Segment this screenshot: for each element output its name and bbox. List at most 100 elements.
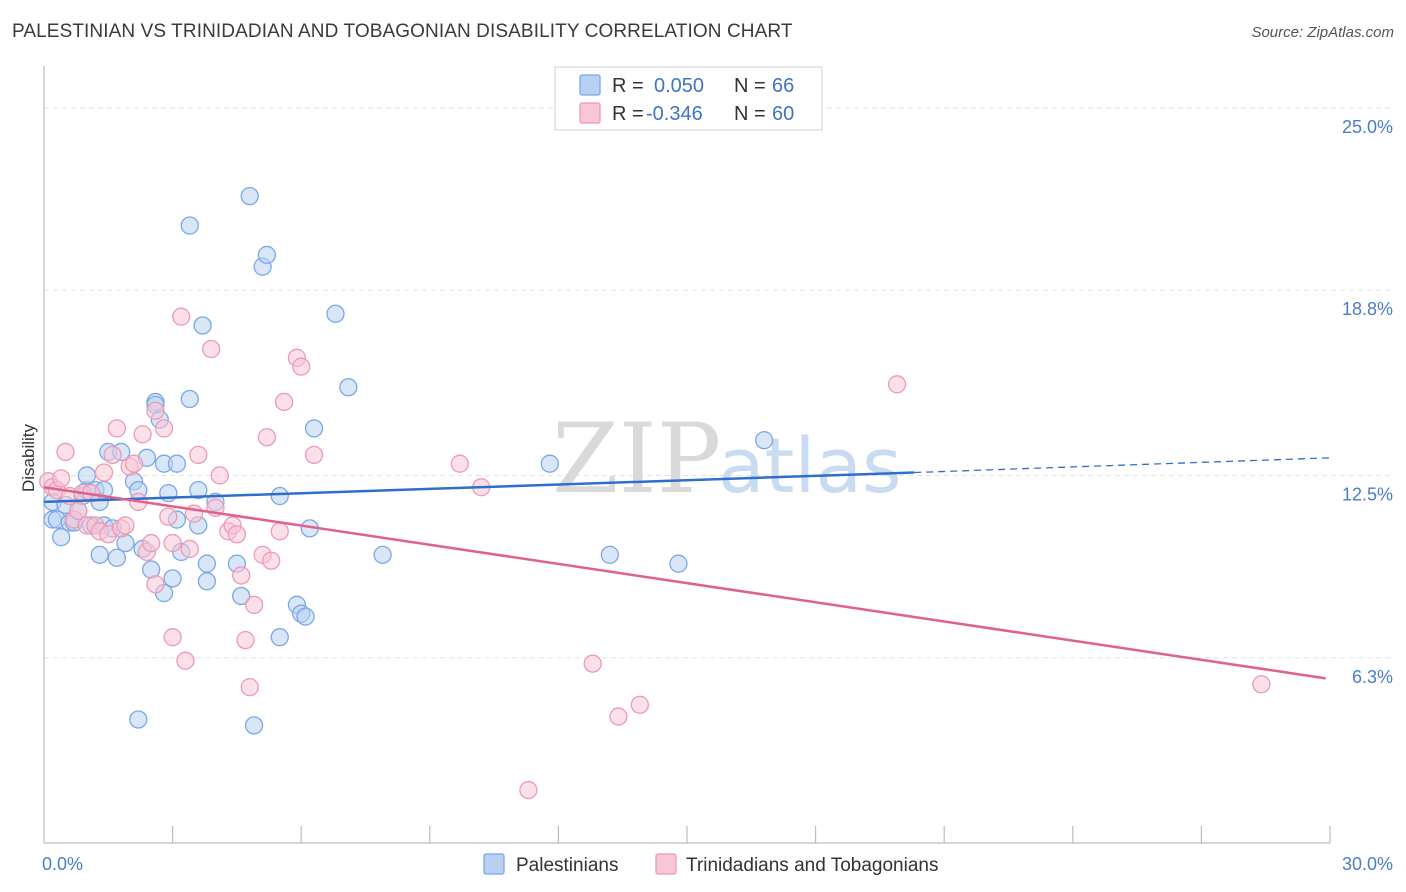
point-trinidadians xyxy=(304,445,324,465)
point-trinidadians xyxy=(236,630,255,650)
legend-r-value-trinidadians: -0.346 xyxy=(646,103,703,125)
point-trinidadians xyxy=(189,445,208,465)
point-trinidadians xyxy=(180,539,199,559)
point-palestinians xyxy=(193,316,212,335)
point-palestinians xyxy=(540,454,559,473)
legend-r-label: R = xyxy=(612,103,644,125)
point-trinidadians xyxy=(172,307,191,326)
point-trinidadians xyxy=(107,419,127,438)
point-trinidadians xyxy=(56,442,75,462)
y-axis-label: Disability xyxy=(19,423,38,492)
x-tick-label: 0.0% xyxy=(42,854,83,874)
bottom-legend-swatch-trinidadians xyxy=(655,853,677,875)
point-palestinians xyxy=(197,554,217,573)
legend-n-label: N = xyxy=(734,75,766,97)
trend-line-palestinians-extension xyxy=(914,457,1331,474)
point-trinidadians xyxy=(176,651,195,670)
point-trinidadians xyxy=(146,401,165,420)
y-tick-label: 12.5% xyxy=(1342,484,1393,504)
point-trinidadians xyxy=(159,507,178,526)
point-palestinians xyxy=(755,431,774,450)
point-palestinians xyxy=(232,586,251,606)
legend-n-value-palestinians: 66 xyxy=(772,75,794,97)
watermark: ZIP atlas xyxy=(552,403,902,515)
point-palestinians xyxy=(197,572,217,591)
point-palestinians xyxy=(240,186,259,206)
point-trinidadians xyxy=(69,501,88,520)
y-tick-label: 6.3% xyxy=(1352,667,1393,687)
point-palestinians xyxy=(180,216,199,235)
data-points xyxy=(39,186,1271,800)
point-trinidadians xyxy=(232,566,251,585)
watermark-atlas: atlas xyxy=(718,421,902,510)
legend-n-label: N = xyxy=(734,103,766,125)
bottom-legend-palestinians: Palestinians xyxy=(516,855,618,876)
legend-r-label: R = xyxy=(612,75,644,97)
point-trinidadians xyxy=(210,466,229,485)
point-trinidadians xyxy=(450,454,469,473)
point-trinidadians xyxy=(292,357,311,376)
point-palestinians xyxy=(163,569,182,588)
axes xyxy=(43,66,1331,844)
legend-swatch-trinidadians xyxy=(579,102,601,124)
point-trinidadians xyxy=(274,392,294,412)
chart-title: PALESTINIAN VS TRINIDADIAN AND TOBAGONIA… xyxy=(12,21,793,42)
point-trinidadians xyxy=(244,595,264,614)
point-palestinians xyxy=(669,554,688,573)
point-palestinians xyxy=(326,304,345,323)
bottom-legend-trinidadians: Trinidadians and Tobagonians xyxy=(686,855,938,876)
bottom-legend-swatch-palestinians xyxy=(483,853,505,875)
point-palestinians xyxy=(373,545,392,564)
trend-line-trinidadians xyxy=(43,485,1326,680)
point-trinidadians xyxy=(163,533,182,553)
point-palestinians xyxy=(600,545,619,564)
legend: R = 0.050 N = 66 R = -0.346 N = 60 xyxy=(554,66,823,131)
point-trinidadians xyxy=(257,428,277,447)
point-palestinians xyxy=(296,607,315,626)
point-palestinians xyxy=(167,454,187,473)
bottom-legend: Palestinians Trinidadians and Tobagonian… xyxy=(483,853,938,876)
point-trinidadians xyxy=(154,419,174,438)
y-tick-label: 18.8% xyxy=(1342,299,1393,319)
point-palestinians xyxy=(90,545,109,564)
trend-line-palestinians xyxy=(43,471,915,504)
legend-n-value-trinidadians: 60 xyxy=(772,103,794,125)
point-trinidadians xyxy=(887,375,907,394)
point-trinidadians xyxy=(1252,675,1271,694)
point-trinidadians xyxy=(240,678,259,697)
point-trinidadians xyxy=(133,425,152,444)
source-label: Source: ZipAtlas.com xyxy=(1251,24,1394,41)
point-palestinians xyxy=(51,528,71,547)
point-trinidadians xyxy=(146,575,165,594)
point-trinidadians xyxy=(262,551,281,570)
point-trinidadians xyxy=(227,525,247,544)
tick-labels: 6.3% 12.5% 18.8% 25.0% 0.0% 30.0% xyxy=(42,117,1393,874)
point-palestinians xyxy=(244,716,264,735)
point-trinidadians xyxy=(124,454,144,473)
point-trinidadians xyxy=(142,533,161,553)
point-trinidadians xyxy=(103,445,122,465)
gridlines xyxy=(44,107,1394,659)
point-palestinians xyxy=(180,389,199,409)
point-palestinians xyxy=(129,710,148,729)
point-trinidadians xyxy=(519,780,538,800)
point-trinidadians xyxy=(270,522,289,541)
point-palestinians xyxy=(257,245,277,265)
point-palestinians xyxy=(189,481,208,500)
point-trinidadians xyxy=(202,339,221,359)
x-tick-label: 30.0% xyxy=(1342,854,1393,874)
point-trinidadians xyxy=(94,463,114,482)
watermark-zip: ZIP xyxy=(552,403,721,515)
point-trinidadians xyxy=(583,654,602,673)
point-palestinians xyxy=(339,378,358,397)
point-palestinians xyxy=(270,486,289,506)
point-trinidadians xyxy=(630,695,649,714)
trend-lines xyxy=(43,457,1331,680)
point-trinidadians xyxy=(163,628,182,647)
point-trinidadians xyxy=(51,469,71,488)
point-palestinians xyxy=(270,628,289,647)
point-trinidadians xyxy=(609,707,628,726)
point-palestinians xyxy=(304,419,324,438)
point-trinidadians xyxy=(116,516,135,535)
